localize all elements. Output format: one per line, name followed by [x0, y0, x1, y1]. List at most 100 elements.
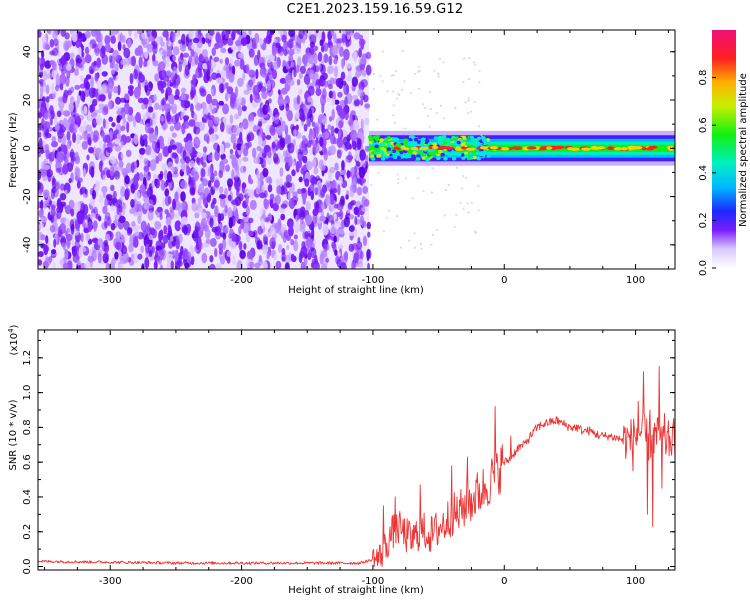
noise-cell [321, 72, 328, 81]
signal-blob [472, 155, 477, 160]
signal-core [410, 147, 419, 151]
noise-cell [180, 180, 188, 189]
noise-cell [360, 56, 367, 65]
signal-blob [427, 148, 433, 153]
signal-core [479, 146, 490, 150]
noise-cell [254, 262, 261, 269]
noise-cell [189, 186, 196, 195]
noise-cell [117, 41, 122, 52]
noise-speckle [454, 107, 457, 109]
noise-cell [303, 123, 308, 132]
noise-cell [243, 243, 247, 250]
noise-cell [340, 262, 347, 269]
noise-cell [346, 84, 350, 95]
noise-cell [43, 164, 50, 171]
noise-cell [194, 221, 201, 232]
noise-cell [160, 179, 166, 191]
noise-cell [329, 166, 336, 174]
noise-cell [167, 93, 175, 105]
spectrogram-y-tick-label: 20 [22, 94, 33, 107]
noise-speckle [397, 178, 400, 181]
noise-cell [132, 206, 138, 217]
noise-cell [51, 136, 57, 143]
noise-cell [278, 30, 284, 35]
noise-cell [165, 70, 172, 79]
noise-cell [164, 188, 170, 196]
noise-cell [273, 253, 277, 261]
noise-cell [46, 169, 53, 178]
signal-blob [456, 140, 461, 145]
noise-speckle [473, 100, 476, 103]
noise-speckle [396, 215, 399, 218]
noise-cell [308, 147, 314, 155]
noise-cell [53, 38, 59, 46]
noise-cell [139, 172, 144, 182]
noise-cell [145, 226, 150, 234]
noise-cell [207, 153, 212, 162]
noise-cell [159, 142, 164, 150]
noise-cell [239, 250, 247, 260]
noise-cell [305, 200, 311, 211]
noise-cell [169, 235, 174, 242]
noise-cell [317, 51, 323, 62]
noise-cell [328, 83, 333, 90]
noise-cell [303, 73, 311, 85]
noise-cell [166, 50, 173, 57]
noise-cell [146, 199, 154, 209]
noise-cell [133, 68, 138, 80]
noise-cell [323, 146, 327, 155]
noise-speckle [467, 97, 470, 100]
noise-cell [273, 153, 279, 164]
noise-cell [230, 133, 237, 144]
signal-core [499, 147, 510, 151]
noise-cell [174, 220, 182, 232]
noise-cell [258, 37, 264, 45]
noise-speckle [422, 190, 425, 193]
signal-blob [381, 142, 386, 147]
noise-cell [72, 101, 76, 113]
noise-cell [202, 146, 208, 153]
spectrogram-y-tick-label: -20 [22, 188, 33, 204]
noise-cell [38, 201, 41, 209]
noise-cell [333, 65, 339, 78]
noise-cell [302, 37, 306, 44]
colorbar: 0.0 0.2 0.4 0.6 0.8 Normalized spectral ampl… [698, 30, 749, 276]
noise-speckle [392, 90, 395, 93]
noise-cell [149, 117, 154, 129]
noise-cell [248, 30, 252, 36]
noise-cell [268, 177, 273, 185]
noise-cell [238, 225, 242, 235]
noise-cell [225, 92, 229, 102]
noise-cell [355, 71, 362, 77]
snr-multiplier: (x104) [7, 324, 20, 355]
noise-cell [202, 178, 209, 187]
signal-core [545, 146, 553, 150]
noise-cell [331, 98, 336, 106]
signal-blob [482, 141, 488, 146]
noise-cell [211, 47, 216, 56]
noise-cell [45, 84, 50, 95]
snr-y-ticks: 0.0 0.2 0.4 0.6 0.8 1.0 1.2 [22, 339, 675, 574]
noise-cell [165, 216, 172, 227]
noise-cell [341, 58, 345, 69]
noise-cell [252, 124, 258, 133]
noise-cell [209, 255, 214, 263]
signal-blob [395, 151, 400, 156]
noise-cell [318, 159, 324, 170]
noise-speckle [403, 80, 406, 83]
noise-cell [76, 93, 81, 105]
noise-speckle [477, 185, 480, 188]
noise-cell [97, 238, 104, 246]
noise-speckle [393, 121, 396, 124]
noise-cell [296, 79, 301, 86]
signal-blob [391, 149, 397, 153]
noise-cell [312, 156, 317, 169]
signal-core [597, 146, 606, 150]
noise-cell [39, 222, 45, 229]
colorbar-label: Normalized spectral amplitude [738, 73, 749, 227]
noise-cell [334, 249, 338, 256]
noise-cell [198, 121, 206, 131]
noise-cell [323, 131, 330, 139]
noise-cell [65, 233, 73, 241]
noise-cell [92, 98, 98, 107]
